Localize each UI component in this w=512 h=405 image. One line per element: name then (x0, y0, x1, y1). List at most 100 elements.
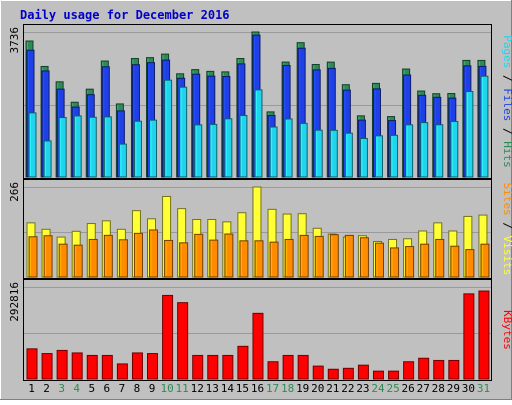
x-tick-label-1: 1 (28, 382, 35, 395)
x-tick-label-3: 3 (58, 382, 65, 395)
bar-sites-5 (88, 238, 98, 278)
bar-kbytes-21 (327, 368, 339, 380)
bar-sites-18 (284, 238, 294, 278)
legend-separator: / (501, 216, 512, 236)
panel-hits-ymax-label: 3736 (8, 27, 21, 54)
legend-separator: / (501, 121, 512, 141)
bar-kbytes-30 (463, 293, 475, 380)
panel-kbytes-legend: KBytes (501, 310, 512, 350)
bar-pages-13 (209, 123, 218, 178)
bar-sites-23 (359, 237, 369, 278)
x-tick-label-5: 5 (88, 382, 95, 395)
bar-sites-25 (390, 247, 400, 278)
legend-sites: Sites (501, 183, 512, 216)
legend-kbytes: KBytes (501, 310, 512, 350)
panel-visits-ymax-label: 266 (8, 182, 21, 202)
bar-sites-12 (194, 233, 204, 278)
bar-sites-21 (329, 234, 339, 278)
legend-pages: Pages (501, 35, 512, 68)
x-tick-label-17: 17 (266, 382, 279, 395)
bar-kbytes-23 (357, 364, 369, 380)
bar-sites-24 (374, 242, 384, 278)
bar-kbytes-2 (41, 353, 53, 380)
bar-sites-27 (420, 243, 430, 278)
bar-pages-7 (118, 143, 127, 178)
panel-visits-legend: Sites / Visits (501, 183, 512, 276)
bar-pages-24 (374, 135, 383, 178)
bar-kbytes-31 (478, 290, 490, 380)
x-tick-label-24: 24 (371, 382, 385, 395)
legend-separator: / (501, 68, 512, 88)
bar-sites-17 (269, 241, 279, 278)
bar-sites-16 (254, 240, 264, 278)
bar-sites-28 (435, 238, 445, 278)
bar-sites-29 (450, 245, 460, 278)
x-tick-label-31: 31 (477, 382, 490, 395)
x-tick-label-9: 9 (149, 382, 156, 395)
bar-pages-22 (344, 132, 353, 178)
bar-kbytes-3 (56, 349, 68, 380)
bar-kbytes-7 (116, 363, 128, 380)
bar-pages-25 (390, 134, 399, 178)
bar-pages-15 (239, 114, 248, 178)
chart-title: Daily usage for December 2016 (20, 8, 230, 22)
x-tick-label-25: 25 (386, 382, 399, 395)
bar-sites-31 (480, 243, 490, 278)
x-tick-label-13: 13 (206, 382, 219, 395)
panel-kbytes-ymax-label: 292816 (8, 282, 21, 322)
bar-sites-2 (43, 235, 53, 278)
bar-pages-11 (179, 86, 188, 178)
x-tick-label-19: 19 (296, 382, 309, 395)
bar-pages-31 (480, 75, 489, 178)
bar-pages-2 (43, 140, 52, 178)
bar-pages-29 (450, 120, 459, 178)
panel-visits: 266 Sites / Visits (8, 179, 512, 279)
x-tick-label-30: 30 (462, 382, 475, 395)
bar-kbytes-9 (147, 353, 159, 380)
bar-kbytes-15 (237, 345, 249, 380)
x-tick-label-12: 12 (191, 382, 204, 395)
bar-pages-17 (269, 126, 278, 178)
bar-pages-8 (133, 120, 142, 178)
bar-sites-19 (299, 234, 309, 278)
bar-kbytes-25 (388, 370, 400, 380)
bar-sites-13 (209, 239, 219, 278)
x-tick-label-6: 6 (104, 382, 111, 395)
bar-pages-26 (405, 124, 414, 178)
bar-pages-16 (254, 89, 263, 178)
bar-pages-10 (164, 79, 173, 178)
bar-kbytes-10 (162, 294, 174, 380)
bar-sites-1 (28, 236, 38, 278)
x-tick-label-14: 14 (221, 382, 235, 395)
bar-pages-21 (329, 129, 338, 178)
bar-pages-9 (149, 119, 158, 178)
bar-pages-12 (194, 124, 203, 178)
bar-sites-14 (224, 233, 234, 278)
x-tick-label-22: 22 (341, 382, 354, 395)
bar-kbytes-24 (372, 370, 384, 380)
bar-kbytes-11 (177, 302, 189, 380)
bar-sites-3 (58, 243, 68, 278)
panel-kbytes-frame (23, 279, 492, 381)
x-tick-label-16: 16 (251, 382, 264, 395)
bar-kbytes-28 (433, 359, 445, 380)
bar-sites-15 (239, 240, 249, 278)
bar-pages-23 (359, 137, 368, 178)
legend-visits: Visits (501, 236, 512, 276)
bar-kbytes-27 (418, 357, 430, 380)
bar-sites-9 (149, 229, 159, 278)
bar-kbytes-5 (86, 354, 98, 380)
x-tick-label-18: 18 (281, 382, 294, 395)
bar-kbytes-13 (207, 354, 219, 380)
bar-pages-5 (88, 116, 97, 178)
bar-kbytes-18 (282, 354, 294, 380)
x-tick-label-2: 2 (43, 382, 50, 395)
bar-kbytes-19 (297, 354, 309, 380)
bar-pages-14 (224, 118, 233, 178)
x-tick-label-26: 26 (402, 382, 415, 395)
legend-hits: Hits (501, 141, 512, 168)
bar-sites-20 (314, 235, 324, 278)
bar-pages-19 (299, 122, 308, 178)
